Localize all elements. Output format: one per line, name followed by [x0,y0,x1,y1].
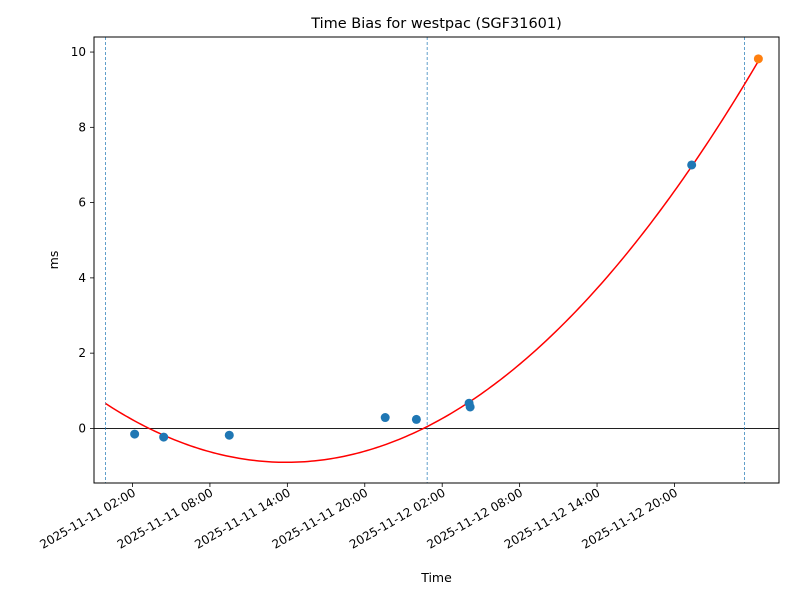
x-axis-label: Time [420,570,452,585]
data-point-s1-8 [687,160,697,170]
y-tick-label: 0 [78,421,86,435]
data-points-group [130,54,763,442]
y-tick-label: 10 [71,45,86,59]
y-axis-ticks: 0 2 4 6 8 10 [71,45,94,435]
data-point-s1-2 [159,432,169,442]
reference-vertical-lines [105,37,745,483]
plot-frame [93,36,780,484]
fit-curve-group [105,60,759,464]
y-tick-label: 6 [78,196,86,210]
data-point-s1-1 [130,429,140,439]
data-point-s1-4 [380,413,390,423]
y-axis-label: ms [46,251,61,270]
chart-title: Time Bias for westpac (SGF31601) [310,16,562,32]
data-point-s1-7 [465,402,475,412]
y-tick-label: 2 [78,346,86,360]
data-point-s2-1 [753,54,763,64]
data-point-s1-3 [224,430,234,440]
plot-background [94,37,779,483]
y-tick-label: 8 [78,120,86,134]
fit-curve [105,60,759,464]
data-point-s1-5 [411,414,421,424]
y-tick-label: 4 [78,271,86,285]
